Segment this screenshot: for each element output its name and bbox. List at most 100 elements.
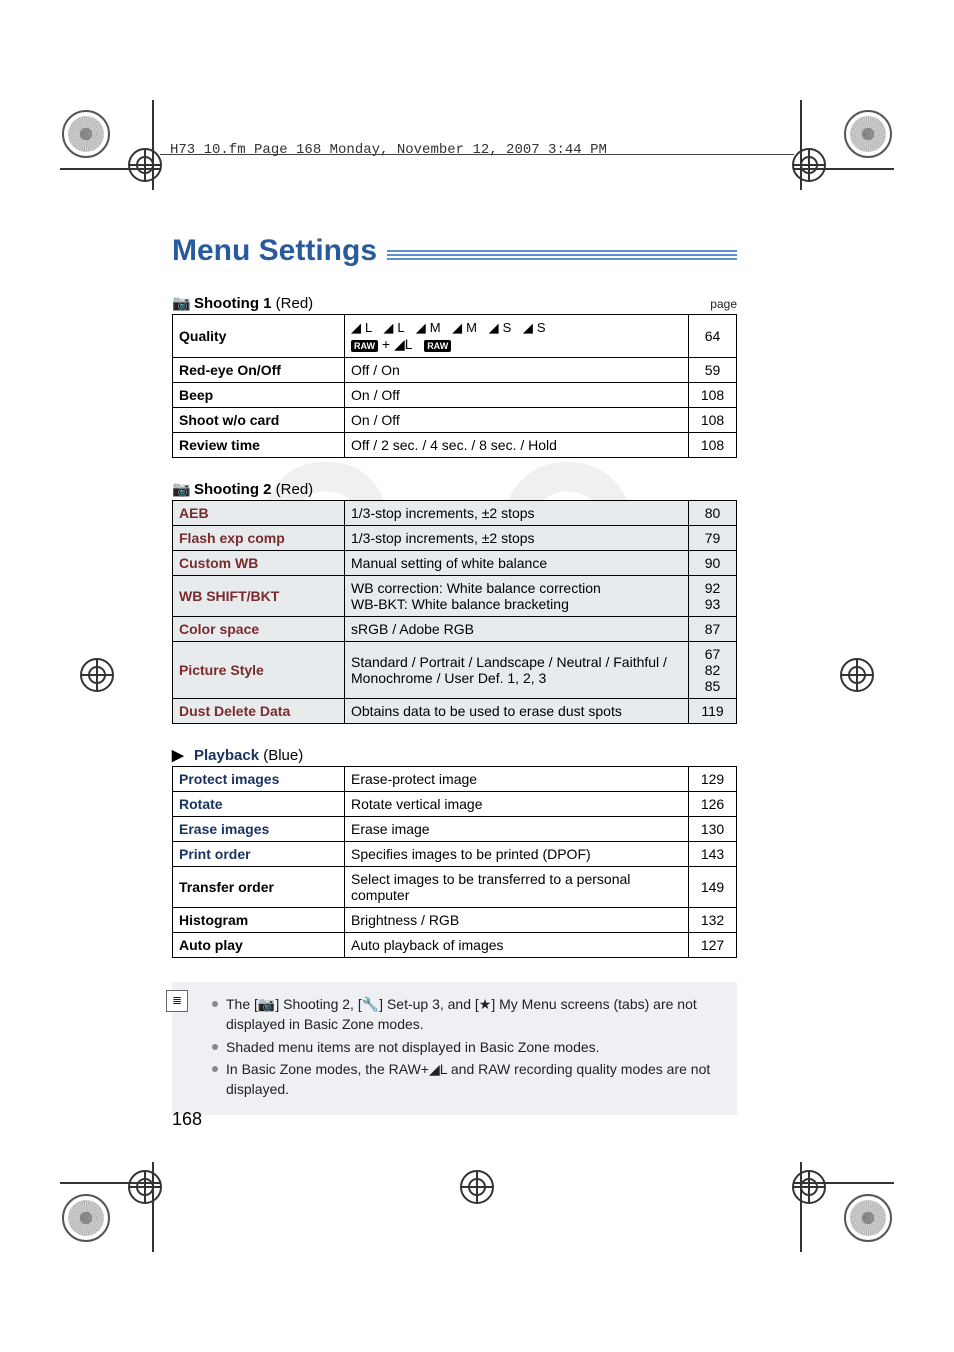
setting-page: 108 [689, 433, 737, 458]
setting-name: Picture Style [173, 642, 345, 699]
setting-page: 9293 [689, 576, 737, 617]
setting-page: 143 [689, 842, 737, 867]
menu-table: Quality◢L ◢L ◢M ◢M ◢S ◢SRAW + ◢L RAW64Re… [172, 314, 737, 458]
setting-name: Histogram [173, 908, 345, 933]
crop-line [800, 1162, 802, 1252]
setting-description: Off / 2 sec. / 4 sec. / 8 sec. / Hold [345, 433, 689, 458]
crop-line [794, 168, 894, 170]
setting-page: 119 [689, 699, 737, 724]
table-row: Color spacesRGB / Adobe RGB87 [173, 617, 737, 642]
table-row: AEB1/3-stop increments, ±2 stops80 [173, 501, 737, 526]
setting-page: 80 [689, 501, 737, 526]
setting-name: Auto play [173, 933, 345, 958]
table-row: Erase imagesErase image130 [173, 817, 737, 842]
setting-name: Protect images [173, 767, 345, 792]
reg-mark-tl [128, 148, 162, 182]
print-corner-tl [62, 110, 110, 158]
setting-name: AEB [173, 501, 345, 526]
page-title: Menu Settings [172, 234, 377, 268]
page-content: Menu Settings 📷Shooting 1 (Red)pageQuali… [172, 234, 737, 1115]
setting-name: Dust Delete Data [173, 699, 345, 724]
setting-description: sRGB / Adobe RGB [345, 617, 689, 642]
notes-list: The [📷] Shooting 2, [🔧] Set-up 3, and [★… [212, 994, 725, 1099]
setting-page: 108 [689, 383, 737, 408]
setting-description: Manual setting of white balance [345, 551, 689, 576]
setting-page: 79 [689, 526, 737, 551]
reg-mark-br [792, 1170, 826, 1204]
setting-description: Rotate vertical image [345, 792, 689, 817]
table-row: HistogramBrightness / RGB132 [173, 908, 737, 933]
table-row: Print orderSpecifies images to be printe… [173, 842, 737, 867]
print-corner-tr [844, 110, 892, 158]
setting-page: 149 [689, 867, 737, 908]
setting-description: On / Off [345, 408, 689, 433]
setting-description: On / Off [345, 383, 689, 408]
setting-page: 87 [689, 617, 737, 642]
table-row: Custom WBManual setting of white balance… [173, 551, 737, 576]
setting-description: Standard / Portrait / Landscape / Neutra… [345, 642, 689, 699]
crop-line [60, 168, 160, 170]
note-item: In Basic Zone modes, the RAW+◢L and RAW … [212, 1059, 725, 1100]
section-heading: 📷Shooting 1 (Red)page [172, 294, 737, 312]
setting-description: Erase image [345, 817, 689, 842]
setting-description: Specifies images to be printed (DPOF) [345, 842, 689, 867]
setting-description: WB correction: White balance correctionW… [345, 576, 689, 617]
setting-name: Color space [173, 617, 345, 642]
crop-line [800, 100, 802, 190]
setting-page: 59 [689, 358, 737, 383]
section-name: Playback [194, 747, 259, 764]
setting-description: Erase-protect image [345, 767, 689, 792]
setting-description: ◢L ◢L ◢M ◢M ◢S ◢SRAW + ◢L RAW [345, 315, 689, 358]
table-row: Protect imagesErase-protect image129 [173, 767, 737, 792]
menu-table: Protect imagesErase-protect image129Rota… [172, 766, 737, 958]
table-row: Review timeOff / 2 sec. / 4 sec. / 8 sec… [173, 433, 737, 458]
setting-page: 130 [689, 817, 737, 842]
setting-name: Beep [173, 383, 345, 408]
setting-name: Erase images [173, 817, 345, 842]
setting-name: Transfer order [173, 867, 345, 908]
setting-description: 1/3-stop increments, ±2 stops [345, 501, 689, 526]
note-item: The [📷] Shooting 2, [🔧] Set-up 3, and [★… [212, 994, 725, 1035]
print-corner-bl [62, 1194, 110, 1242]
reg-mark-bottom [460, 1170, 494, 1204]
setting-name: Rotate [173, 792, 345, 817]
setting-page: 678285 [689, 642, 737, 699]
section-color: (Blue) [263, 747, 303, 764]
table-row: Auto playAuto playback of images127 [173, 933, 737, 958]
setting-description: 1/3-stop increments, ±2 stops [345, 526, 689, 551]
reg-mark-bl [128, 1170, 162, 1204]
table-row: Dust Delete DataObtains data to be used … [173, 699, 737, 724]
note-item: Shaded menu items are not displayed in B… [212, 1037, 725, 1057]
reg-mark-right [840, 658, 874, 692]
crop-line [60, 1182, 160, 1184]
setting-page: 127 [689, 933, 737, 958]
table-row: Transfer orderSelect images to be transf… [173, 867, 737, 908]
setting-name: Print order [173, 842, 345, 867]
table-row: Red-eye On/OffOff / On59 [173, 358, 737, 383]
crop-line [794, 1182, 894, 1184]
notes-icon: ≣ [166, 990, 188, 1012]
page-number: 168 [172, 1109, 202, 1130]
table-row: WB SHIFT/BKTWB correction: White balance… [173, 576, 737, 617]
section-heading: ▶Playback (Blue) [172, 746, 737, 764]
section-icon: ▶ [172, 746, 190, 764]
setting-description: Off / On [345, 358, 689, 383]
table-row: Picture StyleStandard / Portrait / Lands… [173, 642, 737, 699]
setting-name: WB SHIFT/BKT [173, 576, 345, 617]
section-name: Shooting 1 [194, 295, 272, 312]
crop-line [152, 1162, 154, 1252]
setting-page: 129 [689, 767, 737, 792]
reg-mark-left [80, 658, 114, 692]
section-color: (Red) [276, 295, 314, 312]
reg-mark-tr [792, 148, 826, 182]
crop-line [152, 100, 154, 190]
notes-box: ≣ The [📷] Shooting 2, [🔧] Set-up 3, and … [172, 982, 737, 1115]
setting-name: Quality [173, 315, 345, 358]
table-row: Flash exp comp1/3-stop increments, ±2 st… [173, 526, 737, 551]
setting-name: Red-eye On/Off [173, 358, 345, 383]
header-text: H73_10.fm Page 168 Monday, November 12, … [170, 142, 607, 158]
menu-table: AEB1/3-stop increments, ±2 stops80Flash … [172, 500, 737, 724]
table-row: BeepOn / Off108 [173, 383, 737, 408]
page-column-label: page [710, 297, 737, 311]
setting-page: 64 [689, 315, 737, 358]
